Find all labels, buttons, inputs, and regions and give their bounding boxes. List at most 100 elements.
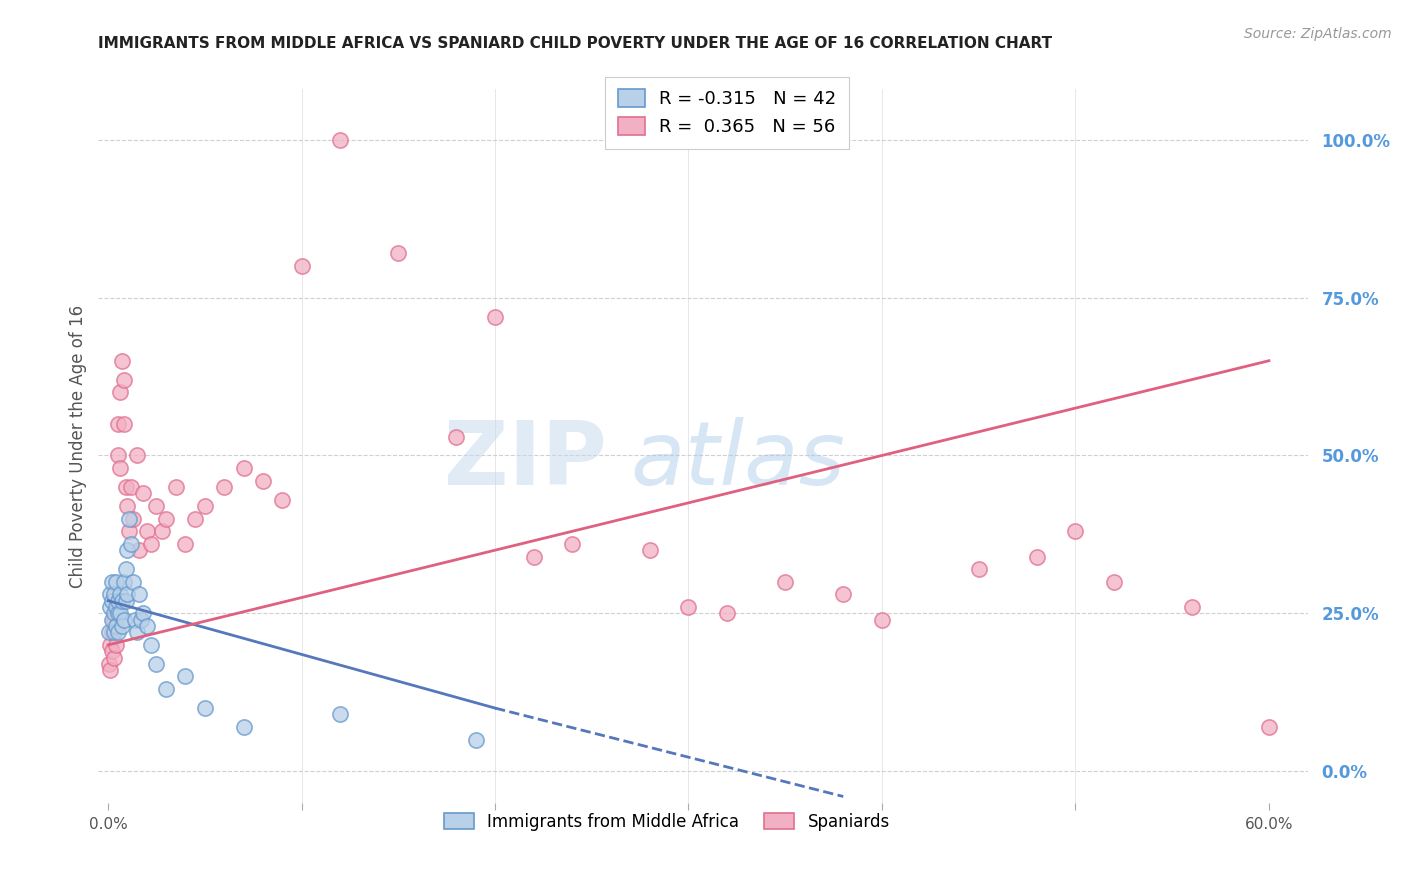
Point bbox=[108, 461, 131, 475]
Point bbox=[114, 480, 136, 494]
Point bbox=[128, 543, 150, 558]
Point bbox=[174, 537, 197, 551]
Point bbox=[107, 449, 129, 463]
Point bbox=[184, 511, 207, 525]
Point bbox=[104, 619, 127, 633]
Point bbox=[101, 613, 124, 627]
Point bbox=[101, 644, 124, 658]
Point bbox=[101, 574, 124, 589]
Point bbox=[174, 669, 197, 683]
Text: ZIP: ZIP bbox=[443, 417, 606, 504]
Point bbox=[98, 587, 121, 601]
Point bbox=[107, 593, 129, 607]
Point bbox=[114, 593, 136, 607]
Text: atlas: atlas bbox=[630, 417, 845, 503]
Point bbox=[145, 657, 167, 671]
Point bbox=[387, 246, 409, 260]
Point bbox=[523, 549, 546, 564]
Point bbox=[107, 417, 129, 431]
Point bbox=[252, 474, 274, 488]
Point bbox=[117, 499, 139, 513]
Point bbox=[117, 543, 139, 558]
Point bbox=[108, 385, 131, 400]
Point bbox=[104, 638, 127, 652]
Legend: Immigrants from Middle Africa, Spaniards: Immigrants from Middle Africa, Spaniards bbox=[437, 806, 897, 838]
Point bbox=[290, 259, 312, 273]
Point bbox=[112, 417, 135, 431]
Point bbox=[104, 600, 127, 615]
Point bbox=[103, 625, 125, 640]
Point bbox=[1025, 549, 1047, 564]
Y-axis label: Child Poverty Under the Age of 16: Child Poverty Under the Age of 16 bbox=[69, 304, 87, 588]
Point bbox=[103, 650, 125, 665]
Point bbox=[98, 600, 121, 615]
Point bbox=[870, 613, 893, 627]
Point bbox=[145, 499, 167, 513]
Point bbox=[1257, 720, 1279, 734]
Point bbox=[139, 638, 162, 652]
Point bbox=[98, 657, 121, 671]
Point bbox=[232, 720, 254, 734]
Point bbox=[165, 480, 187, 494]
Point bbox=[118, 511, 141, 525]
Point bbox=[139, 537, 162, 551]
Point bbox=[329, 133, 352, 147]
Point bbox=[132, 486, 155, 500]
Point bbox=[103, 587, 125, 601]
Point bbox=[832, 587, 855, 601]
Point bbox=[104, 619, 127, 633]
Point bbox=[103, 613, 125, 627]
Point bbox=[561, 537, 583, 551]
Point bbox=[271, 492, 294, 507]
Text: IMMIGRANTS FROM MIDDLE AFRICA VS SPANIARD CHILD POVERTY UNDER THE AGE OF 16 CORR: IMMIGRANTS FROM MIDDLE AFRICA VS SPANIAR… bbox=[98, 36, 1053, 51]
Point bbox=[132, 607, 155, 621]
Point bbox=[773, 574, 796, 589]
Point bbox=[112, 574, 135, 589]
Point bbox=[484, 310, 506, 324]
Point bbox=[120, 537, 142, 551]
Point bbox=[120, 480, 142, 494]
Point bbox=[135, 524, 157, 539]
Point bbox=[107, 625, 129, 640]
Point bbox=[128, 587, 150, 601]
Point bbox=[122, 574, 145, 589]
Point bbox=[329, 707, 352, 722]
Point bbox=[122, 511, 145, 525]
Point bbox=[124, 613, 146, 627]
Point bbox=[967, 562, 990, 576]
Point bbox=[135, 619, 157, 633]
Point bbox=[1064, 524, 1087, 539]
Point bbox=[1102, 574, 1125, 589]
Point bbox=[118, 524, 141, 539]
Point bbox=[108, 607, 131, 621]
Point bbox=[150, 524, 173, 539]
Point bbox=[114, 562, 136, 576]
Point bbox=[194, 499, 217, 513]
Point bbox=[104, 574, 127, 589]
Point bbox=[112, 373, 135, 387]
Point bbox=[127, 449, 149, 463]
Point bbox=[112, 613, 135, 627]
Point bbox=[127, 625, 149, 640]
Point bbox=[98, 663, 121, 677]
Point bbox=[232, 461, 254, 475]
Point bbox=[212, 480, 235, 494]
Point bbox=[111, 353, 134, 368]
Point bbox=[103, 607, 125, 621]
Point bbox=[107, 607, 129, 621]
Point bbox=[111, 619, 134, 633]
Point bbox=[716, 607, 738, 621]
Point bbox=[155, 511, 177, 525]
Point bbox=[101, 593, 124, 607]
Point bbox=[98, 625, 121, 640]
Point bbox=[155, 682, 177, 697]
Point bbox=[117, 587, 139, 601]
Text: Source: ZipAtlas.com: Source: ZipAtlas.com bbox=[1244, 27, 1392, 41]
Point bbox=[446, 429, 468, 443]
Point bbox=[1180, 600, 1202, 615]
Point bbox=[101, 625, 124, 640]
Point bbox=[638, 543, 661, 558]
Point bbox=[108, 587, 131, 601]
Point bbox=[678, 600, 700, 615]
Point bbox=[129, 613, 152, 627]
